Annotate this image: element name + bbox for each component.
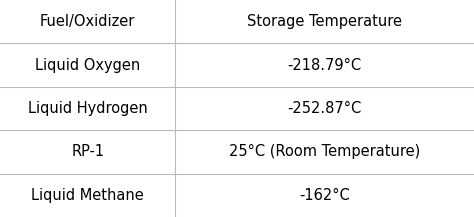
Text: Liquid Methane: Liquid Methane [31, 188, 144, 203]
Text: Liquid Hydrogen: Liquid Hydrogen [28, 101, 147, 116]
Text: Liquid Oxygen: Liquid Oxygen [35, 58, 140, 73]
Text: Storage Temperature: Storage Temperature [247, 14, 402, 29]
Text: -252.87°C: -252.87°C [288, 101, 362, 116]
Text: RP-1: RP-1 [71, 144, 104, 159]
Text: -218.79°C: -218.79°C [288, 58, 362, 73]
Text: 25°C (Room Temperature): 25°C (Room Temperature) [229, 144, 420, 159]
Text: -162°C: -162°C [299, 188, 350, 203]
Text: Fuel/Oxidizer: Fuel/Oxidizer [40, 14, 136, 29]
